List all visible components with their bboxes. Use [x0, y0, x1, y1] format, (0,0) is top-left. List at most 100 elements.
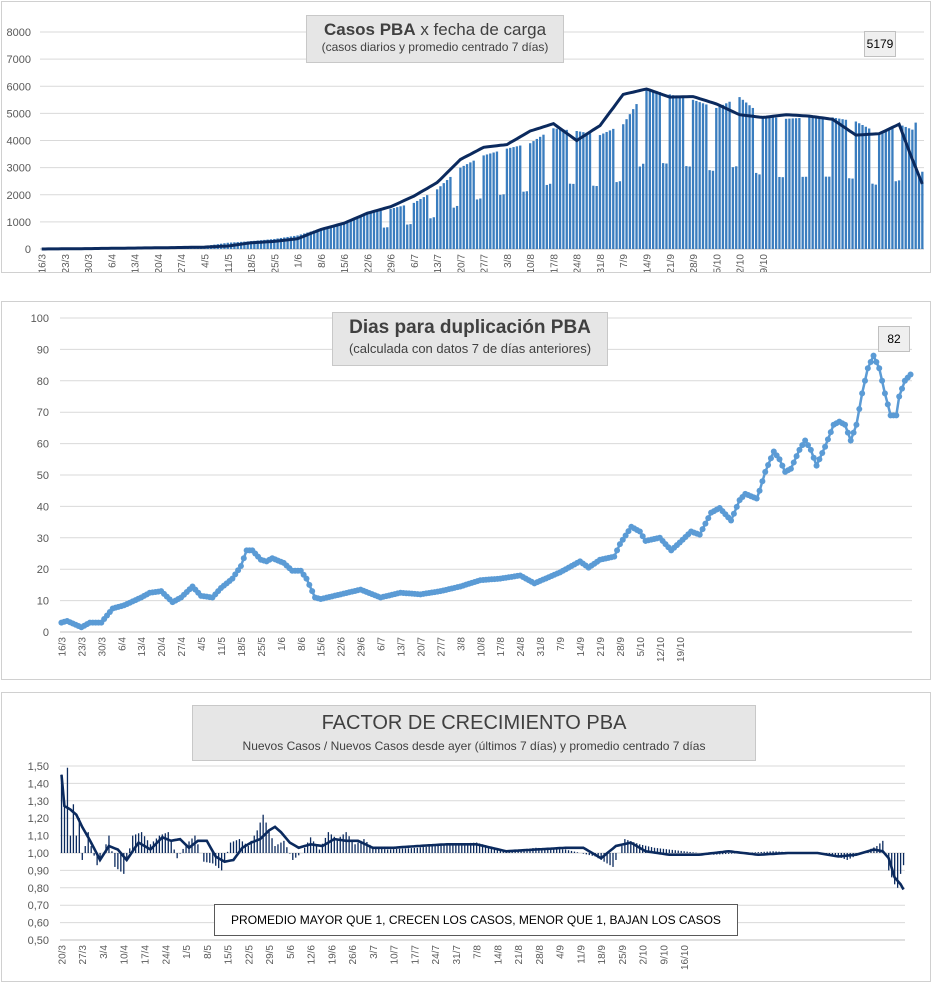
growth-daily-bar	[312, 841, 315, 853]
doubling-days-point	[790, 459, 797, 466]
growth-y-tick-label: 0,80	[28, 883, 49, 895]
growth-daily-bar	[461, 843, 463, 853]
cases-daily-bar	[688, 166, 691, 249]
cases-daily-bar	[831, 117, 834, 249]
cases-x-tick-label: 18/5	[247, 254, 258, 272]
doubling-days-point	[799, 442, 806, 449]
cases-x-tick-label: 12/10	[736, 254, 747, 272]
growth-daily-bar	[449, 844, 451, 853]
growth-daily-bar	[155, 838, 158, 853]
doubling-days-point	[639, 533, 646, 540]
doubling-x-tick-label: 28/9	[616, 637, 627, 657]
cases-daily-bar	[475, 199, 479, 249]
cases-daily-bar	[811, 117, 814, 249]
cases-daily-bar	[435, 189, 439, 249]
growth-daily-bar	[336, 839, 338, 853]
doubling-y-tick-label: 60	[37, 439, 49, 451]
doubling-days-point	[229, 575, 236, 582]
cases-daily-bar	[691, 99, 695, 249]
cases-daily-bar	[821, 117, 824, 249]
growth-daily-bar	[668, 849, 670, 853]
growth-daily-bar	[63, 800, 66, 853]
growth-daily-bar	[650, 847, 653, 853]
growth-daily-bar	[238, 839, 241, 853]
cases-daily-bar	[465, 164, 469, 249]
doubling-x-tick-label: 10/8	[476, 637, 487, 657]
cases-daily-bar	[525, 191, 529, 249]
cases-daily-bar	[755, 172, 758, 249]
doubling-chart: 0 10 20 30 40 50 60 70 80 90 100 16/3 23/3 30/3 6/4 13/…	[31, 313, 914, 662]
cases-daily-bar	[595, 186, 598, 249]
cases-daily-bar	[582, 132, 585, 249]
doubling-x-tick-label: 27/4	[177, 637, 188, 657]
cases-daily-bar	[452, 207, 455, 249]
growth-daily-bar	[357, 842, 359, 853]
growth-daily-bar	[416, 847, 418, 853]
cases-daily-bar	[469, 162, 472, 249]
cases-x-tick-label: 20/4	[154, 254, 165, 272]
growth-daily-bar	[550, 848, 552, 853]
cases-daily-bar	[422, 197, 426, 249]
growth-daily-bar	[899, 853, 902, 874]
doubling-x-tick-label: 11/5	[217, 637, 228, 656]
growth-x-tick-label: 10/4	[120, 945, 131, 965]
doubling-days-point	[884, 401, 891, 408]
growth-daily-bar	[120, 853, 122, 872]
doubling-x-tick-label: 18/5	[237, 637, 248, 657]
growth-daily-bar	[72, 804, 75, 853]
doubling-chart-panel: 0 10 20 30 40 50 60 70 80 90 100 16/3 23/3 30/3 6/4 13/…	[1, 301, 931, 680]
growth-daily-bar	[135, 834, 137, 853]
cases-daily-bar	[529, 143, 532, 249]
growth-daily-bar	[496, 848, 499, 853]
cases-daily-bar	[356, 217, 359, 249]
growth-daily-bar	[662, 848, 665, 853]
growth-daily-bar	[262, 814, 264, 853]
growth-daily-bar	[573, 851, 576, 853]
cases-daily-bar	[602, 133, 605, 249]
growth-factor-chart-panel: 0,50 0,60 0,70 0,80 0,90 1,00 1,10 1,20 1,30 1,40…	[1, 692, 931, 982]
cases-daily-bar	[289, 236, 293, 249]
growth-daily-bar	[283, 840, 285, 853]
cases-daily-bar	[552, 128, 555, 249]
cases-daily-bar	[748, 105, 751, 249]
cases-daily-bar	[598, 135, 602, 249]
doubling-days-point	[864, 365, 871, 372]
cases-daily-bar	[485, 154, 489, 249]
cases-daily-bar	[416, 200, 419, 249]
doubling-x-tick-label: 5/10	[636, 637, 647, 657]
doubling-x-tick-label: 16/3	[57, 637, 68, 657]
cases-daily-bar	[642, 163, 645, 249]
cases-daily-bar	[535, 138, 538, 249]
growth-daily-bar	[81, 853, 83, 860]
growth-daily-bar	[280, 842, 282, 853]
cases-daily-bar	[804, 176, 808, 249]
cases-daily-bar	[568, 183, 572, 249]
growth-x-tick-label: 11/9	[576, 945, 587, 964]
growth-x-tick-label: 26/6	[348, 945, 359, 965]
growth-daily-bar	[404, 848, 407, 853]
growth-daily-bar	[558, 849, 561, 853]
doubling-y-tick-label: 40	[37, 501, 49, 513]
cases-chart: 0 1000 2000 3000 4000 5000 6000 7000 8000 16/3 23/…	[7, 27, 924, 272]
cases-daily-bar	[585, 132, 588, 249]
cases-daily-bar	[645, 88, 648, 250]
growth-daily-bar	[108, 835, 110, 853]
cases-daily-bar	[555, 128, 558, 249]
doubling-x-tick-label: 13/4	[137, 637, 148, 657]
cases-daily-bar	[366, 213, 369, 249]
doubling-days-point	[873, 358, 880, 365]
doubling-x-tick-label: 1/6	[277, 637, 288, 651]
growth-daily-bar	[170, 840, 172, 853]
cases-x-tick-label: 19/10	[759, 254, 770, 272]
cases-daily-bar	[309, 231, 313, 249]
growth-y-tick-label: 1,50	[28, 761, 49, 773]
cases-x-tick-label: 28/9	[689, 254, 700, 272]
growth-daily-bar	[407, 848, 410, 853]
growth-x-tick-label: 29/5	[265, 945, 276, 965]
doubling-y-tick-label: 90	[37, 344, 49, 356]
growth-daily-bar	[775, 851, 777, 853]
cases-chart-subtitle: (casos diarios y promedio centrado 7 día…	[321, 40, 549, 54]
doubling-x-tick-label: 31/8	[536, 637, 547, 657]
doubling-x-tick-label: 22/6	[337, 637, 348, 657]
growth-daily-bar	[333, 836, 335, 853]
